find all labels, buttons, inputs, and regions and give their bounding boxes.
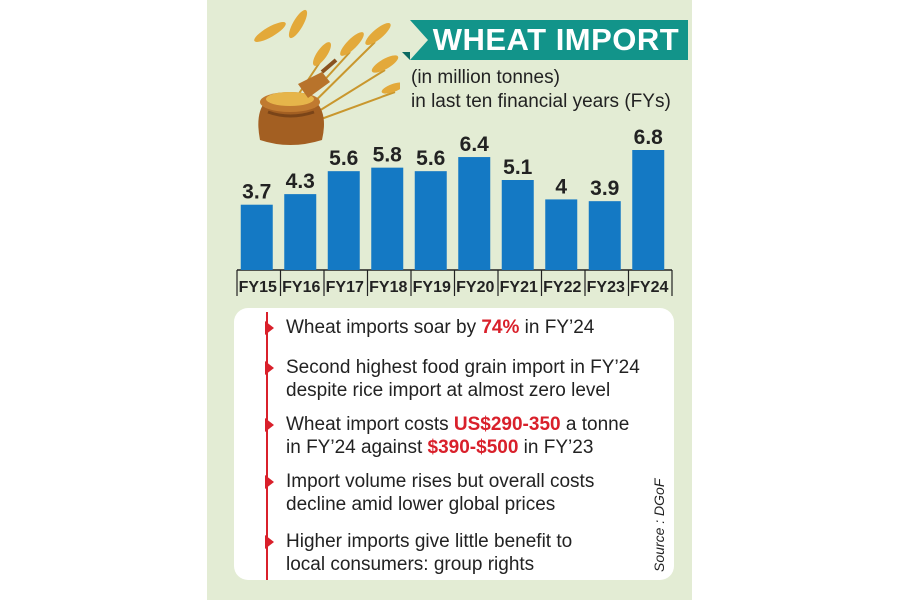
category-label-fy15: FY15 <box>239 279 277 296</box>
chart-title: WHEAT IMPORT <box>410 20 688 60</box>
bar-fy23 <box>588 201 621 270</box>
bar-fy24 <box>632 150 665 270</box>
bar-fy18 <box>371 167 404 270</box>
source-note: Source : DGoF <box>651 478 667 572</box>
bullet-rule <box>266 312 268 580</box>
bar-chart: 3.7 FY15 4.3 FY16 5.6 FY17 5.8 FY18 5.6 FY19 6.4 FY… <box>236 126 673 296</box>
value-label-fy22: 4 <box>555 175 567 198</box>
category-label-fy21: FY21 <box>500 279 538 296</box>
value-label-fy18: 5.8 <box>373 144 403 167</box>
category-label-fy19: FY19 <box>413 279 451 296</box>
bullet-marker-icon <box>265 418 274 432</box>
value-label-fy17: 5.6 <box>329 147 358 170</box>
bullet-2: Second highest food grain import in FY’2… <box>265 356 666 402</box>
bullet-3-text: Wheat import costs US$290-350 a tonne in… <box>286 414 630 458</box>
bullet-4-text: Import volume rises but overall costs de… <box>286 471 595 515</box>
bullet-1-text: Wheat imports soar by 74% in FY’24 <box>286 317 595 338</box>
bar-fy20 <box>458 157 491 270</box>
bars-layer: 3.7 FY15 4.3 FY16 5.6 FY17 5.8 FY18 5.6 FY19 6.4 FY… <box>236 126 673 296</box>
bullet-4: Import volume rises but overall costs de… <box>265 470 666 516</box>
value-label-fy20: 6.4 <box>460 133 490 156</box>
category-label-fy17: FY17 <box>326 279 364 296</box>
bullet-5: Higher imports give little benefit to lo… <box>265 530 666 576</box>
subtitle-unit: (in million tonnes) <box>411 67 560 88</box>
value-label-fy16: 4.3 <box>286 170 315 193</box>
category-label-fy20: FY20 <box>456 279 494 296</box>
bullet-marker-icon <box>265 535 274 549</box>
bullet-3: Wheat import costs US$290-350 a tonne in… <box>265 413 666 459</box>
bar-fy19 <box>414 171 447 270</box>
value-label-fy23: 3.9 <box>590 177 619 200</box>
ribbon-fold <box>402 52 410 60</box>
bullet-marker-icon <box>265 361 274 375</box>
value-label-fy24: 6.8 <box>634 126 664 149</box>
bullet-marker-icon <box>265 475 274 489</box>
subtitle-period: in last ten financial years (FYs) <box>411 91 671 112</box>
key-points-panel <box>234 308 674 580</box>
value-label-fy19: 5.6 <box>416 147 445 170</box>
bullet-2-text: Second highest food grain import in FY’2… <box>286 357 640 401</box>
bullet-marker-icon <box>265 321 274 335</box>
bar-fy22 <box>545 199 578 270</box>
value-label-fy15: 3.7 <box>242 181 271 204</box>
category-label-fy22: FY22 <box>543 279 581 296</box>
category-label-fy18: FY18 <box>369 279 407 296</box>
wheat-sack-icon <box>254 9 400 145</box>
bullet-5-text: Higher imports give little benefit to lo… <box>286 531 573 575</box>
bar-fy15 <box>240 204 273 270</box>
bar-fy17 <box>327 171 360 270</box>
value-label-fy21: 5.1 <box>503 156 533 179</box>
bar-fy21 <box>501 180 534 270</box>
bar-fy16 <box>284 194 317 270</box>
chart-subtitle: (in million tonnes) in last ten financia… <box>411 66 681 114</box>
bullet-1: Wheat imports soar by 74% in FY’24 <box>265 316 666 339</box>
category-label-fy16: FY16 <box>282 279 320 296</box>
category-label-fy23: FY23 <box>587 279 625 296</box>
category-label-fy24: FY24 <box>630 279 668 296</box>
